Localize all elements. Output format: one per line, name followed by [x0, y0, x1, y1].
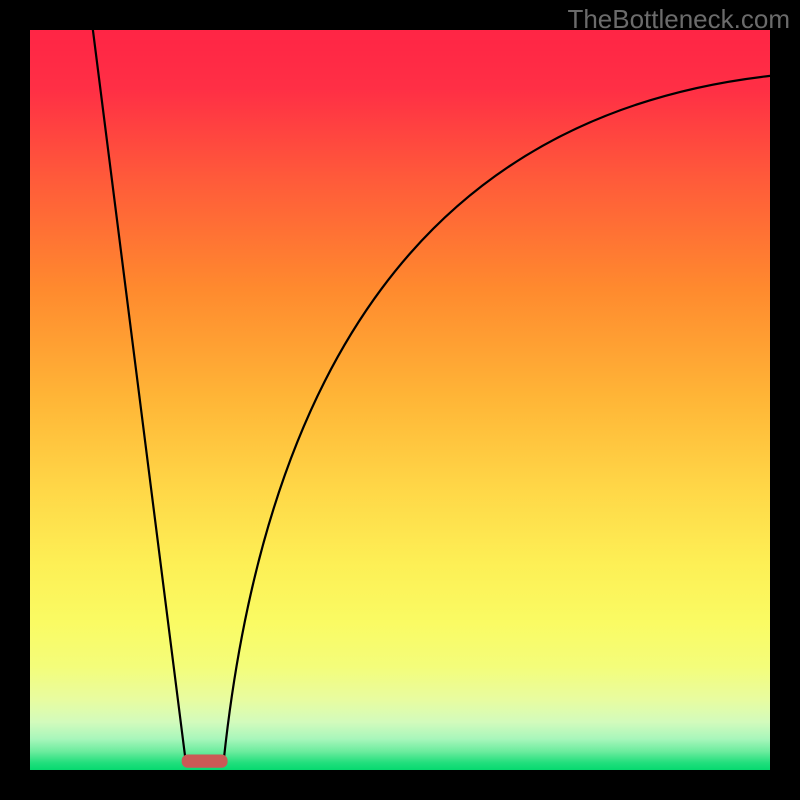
optimal-marker	[182, 754, 228, 767]
chart-container: TheBottleneck.com	[0, 0, 800, 800]
plot-area	[30, 30, 770, 770]
bottleneck-chart	[0, 0, 800, 800]
